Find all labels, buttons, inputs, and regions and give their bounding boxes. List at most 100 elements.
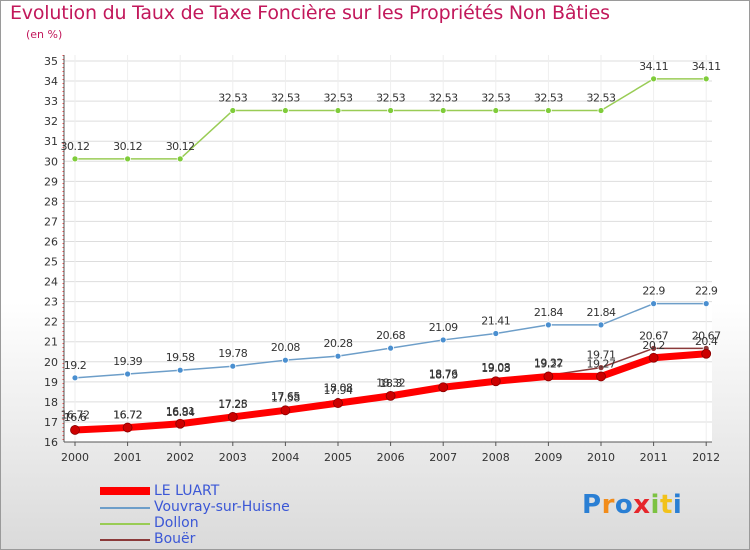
data-label-vouvray-sur-huisne: 20.08 xyxy=(271,341,300,354)
data-label-bou-r: 18.32 xyxy=(376,376,405,389)
data-label-dollon: 30.12 xyxy=(166,140,195,153)
data-label-dollon: 32.53 xyxy=(271,92,300,105)
data-point-bou-r xyxy=(650,344,657,352)
data-point-le-luart xyxy=(490,376,501,387)
y-tick-label: 27 xyxy=(44,215,58,228)
data-label-bou-r: 20.67 xyxy=(692,329,721,342)
x-tick-label: 2000 xyxy=(61,451,89,464)
data-point-le-luart xyxy=(227,412,238,422)
chart-title: Evolution du Taux de Taxe Foncière sur l… xyxy=(10,2,610,24)
data-point-vouvray-sur-huisne xyxy=(650,300,657,308)
y-tick-label: 18 xyxy=(44,396,58,409)
x-tick-label: 2006 xyxy=(377,451,405,464)
y-tick-label: 32 xyxy=(44,115,58,128)
logo-letter: r xyxy=(601,490,615,520)
logo-letter: t xyxy=(659,490,673,520)
data-point-dollon xyxy=(334,107,342,114)
data-point-bou-r xyxy=(597,364,605,372)
x-tick-label: 2007 xyxy=(429,451,457,464)
data-point-dollon xyxy=(492,107,500,114)
x-tick-label: 2010 xyxy=(587,451,615,464)
data-point-dollon xyxy=(229,107,237,114)
y-tick-label: 35 xyxy=(44,55,58,68)
data-point-le-luart xyxy=(333,398,343,408)
data-label-vouvray-sur-huisne: 20.68 xyxy=(376,329,405,342)
y-tick-label: 24 xyxy=(44,276,58,289)
legend-swatch-le-luart xyxy=(100,487,150,495)
data-point-le-luart xyxy=(70,425,80,435)
data-label-vouvray-sur-huisne: 20.28 xyxy=(324,337,353,350)
y-tick-label: 20 xyxy=(44,356,58,369)
data-label-bou-r: 17.65 xyxy=(271,390,300,403)
x-tick-label: 2011 xyxy=(640,451,668,464)
data-point-le-luart xyxy=(385,390,396,401)
logo-letter: P xyxy=(582,490,602,520)
y-tick-label: 16 xyxy=(44,436,58,449)
x-tick-label: 2009 xyxy=(534,451,562,464)
data-label-bou-r: 18.76 xyxy=(429,368,458,381)
data-label-vouvray-sur-huisne: 19.78 xyxy=(218,347,247,360)
data-point-le-luart xyxy=(596,371,606,382)
legend-label-bouer: Bouër xyxy=(154,531,196,547)
proxiti-logo: Proxiti xyxy=(582,490,682,520)
data-point-dollon xyxy=(387,107,395,114)
data-point-vouvray-sur-huisne xyxy=(176,366,184,374)
data-point-vouvray-sur-huisne xyxy=(545,321,552,329)
data-point-dollon xyxy=(281,107,289,114)
data-label-bou-r: 17.28 xyxy=(218,397,247,410)
y-tick-label: 28 xyxy=(44,195,58,208)
y-axis-unit-label: (en %) xyxy=(26,28,63,41)
data-label-vouvray-sur-huisne: 19.39 xyxy=(113,355,142,368)
data-point-vouvray-sur-huisne xyxy=(597,321,605,329)
legend-label-vouvray: Vouvray-sur-Huisne xyxy=(154,499,290,515)
data-point-dollon xyxy=(124,155,131,163)
data-label-dollon: 32.53 xyxy=(587,92,616,105)
data-point-dollon xyxy=(702,75,710,83)
y-tick-label: 23 xyxy=(44,296,58,309)
x-tick-label: 2008 xyxy=(482,451,510,464)
data-point-vouvray-sur-huisne xyxy=(439,336,447,344)
data-label-dollon: 32.53 xyxy=(429,92,458,105)
y-tick-label: 19 xyxy=(44,376,58,389)
data-point-le-luart xyxy=(648,352,659,363)
data-label-dollon: 34.11 xyxy=(692,60,721,73)
logo-letter: o xyxy=(614,490,634,520)
data-label-le-luart: 16.91 xyxy=(166,405,195,418)
data-point-dollon xyxy=(71,155,79,163)
data-label-le-luart: 18.3 xyxy=(379,377,402,390)
data-label-dollon: 34.11 xyxy=(639,60,668,73)
x-tick-label: 2005 xyxy=(324,451,352,464)
data-label-le-luart: 19.03 xyxy=(481,362,510,375)
logo-letter: i xyxy=(672,490,683,520)
legend-swatch-bouer xyxy=(100,539,150,541)
logo-letter: i xyxy=(650,490,660,520)
data-point-vouvray-sur-huisne xyxy=(702,300,710,308)
x-tick-label: 2004 xyxy=(271,451,299,464)
data-label-le-luart: 17.25 xyxy=(218,398,247,411)
data-label-vouvray-sur-huisne: 19.2 xyxy=(64,359,87,372)
data-label-bou-r: 20.67 xyxy=(639,329,668,342)
y-tick-label: 34 xyxy=(44,75,58,88)
data-label-le-luart: 20.4 xyxy=(695,335,718,348)
y-tick-label: 21 xyxy=(44,336,58,349)
data-point-le-luart xyxy=(175,418,186,429)
data-point-dollon xyxy=(545,107,552,114)
y-tick-label: 33 xyxy=(44,95,58,108)
data-point-vouvray-sur-huisne xyxy=(229,362,237,370)
data-point-vouvray-sur-huisne xyxy=(124,370,131,378)
data-label-vouvray-sur-huisne: 19.58 xyxy=(166,351,195,364)
y-tick-label: 30 xyxy=(44,155,58,168)
data-label-le-luart: 18.73 xyxy=(429,368,458,381)
data-point-dollon xyxy=(176,155,184,163)
data-label-vouvray-sur-huisne: 21.09 xyxy=(429,321,458,334)
y-tick-label: 31 xyxy=(44,135,58,148)
legend-label-le-luart: LE LUART xyxy=(154,483,220,499)
data-label-dollon: 30.12 xyxy=(113,140,142,153)
data-label-le-luart: 17.94 xyxy=(324,384,353,397)
legend-swatch-vouvray xyxy=(100,507,150,509)
data-label-bou-r: 19.32 xyxy=(534,356,563,369)
data-label-vouvray-sur-huisne: 21.84 xyxy=(587,306,616,319)
data-label-vouvray-sur-huisne: 22.9 xyxy=(642,285,665,298)
y-tick-label: 17 xyxy=(44,416,58,429)
